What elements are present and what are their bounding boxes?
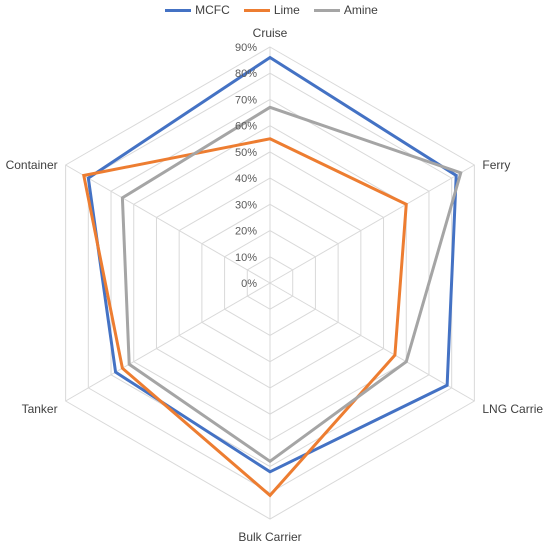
grid-spoke	[65, 164, 271, 284]
grid-spoke	[269, 164, 475, 284]
series-line-amine[interactable]	[120, 105, 463, 464]
legend-label-mcfc: MCFC	[195, 3, 230, 17]
legend-swatch-lime	[243, 8, 270, 12]
category-labels: Cruise Ferry LNG Carrier Bulk Carrier Tanker…	[6, 26, 543, 544]
series-lines	[82, 55, 463, 498]
r-tick-label: 30%	[235, 199, 257, 211]
category-label-cruise: Cruise	[253, 26, 288, 40]
r-tick-label: 90%	[235, 42, 257, 54]
legend-item-mcfc[interactable]: MCFC	[165, 3, 230, 17]
legend-item-amine[interactable]: Amine	[313, 3, 378, 17]
r-tick-label: 10%	[235, 252, 257, 264]
legend-item-lime[interactable]: Lime	[243, 3, 300, 17]
grid-spoke	[65, 282, 271, 402]
r-tick-label: 20%	[235, 226, 257, 238]
r-tick-label: 0%	[241, 278, 257, 290]
category-label-bulk-carrier: Bulk Carrier	[238, 530, 301, 544]
series-line-mcfc[interactable]	[86, 55, 458, 474]
legend-swatch-amine	[313, 8, 340, 12]
r-tick-label: 40%	[235, 173, 257, 185]
r-tick-label: 60%	[235, 121, 257, 133]
category-label-container: Container	[6, 158, 58, 172]
r-tick-label: 70%	[235, 94, 257, 106]
category-label-tanker: Tanker	[22, 402, 58, 416]
category-label-ferry: Ferry	[482, 158, 510, 172]
category-label-lng-carrier: LNG Carrier	[482, 402, 543, 416]
legend-swatch-mcfc	[165, 8, 192, 12]
r-tick-label: 80%	[235, 68, 257, 80]
grid-spoke	[269, 282, 475, 402]
r-tick-label: 50%	[235, 147, 257, 159]
r-axis-ticks: 0% 10% 20% 30% 40% 50% 60% 70% 80% 90%	[235, 42, 257, 290]
legend: MCFC Lime Amine	[0, 3, 543, 17]
legend-label-lime: Lime	[273, 3, 300, 17]
legend-label-amine: Amine	[343, 3, 378, 17]
series-line-lime[interactable]	[82, 137, 408, 498]
